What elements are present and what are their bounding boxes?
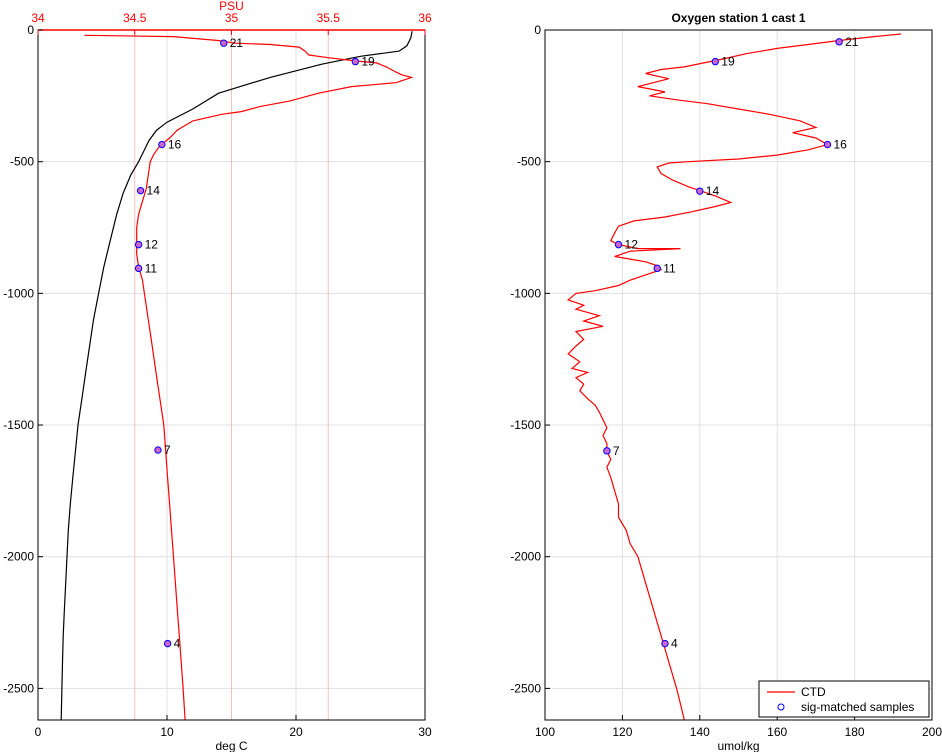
x-tick-label: 160 bbox=[767, 725, 787, 739]
sample-label: 19 bbox=[361, 55, 375, 69]
y-tick-label: -500 bbox=[10, 155, 34, 169]
x-tick-label: 0 bbox=[35, 725, 42, 739]
sample-marker bbox=[653, 264, 661, 273]
y-tick-label: -1000 bbox=[3, 286, 34, 300]
y-tick-label: -1000 bbox=[510, 286, 541, 300]
x-tick-label: 20 bbox=[289, 725, 303, 739]
sample-label: 16 bbox=[168, 138, 182, 152]
sample-label: 21 bbox=[845, 35, 859, 49]
sample-marker bbox=[661, 639, 669, 648]
chart-title: Oxygen station 1 cast 1 bbox=[671, 11, 805, 25]
sample-marker bbox=[220, 39, 228, 47]
sample-label: 11 bbox=[145, 261, 158, 275]
y-tick-label: 0 bbox=[27, 23, 34, 37]
temperature-profile-line bbox=[60, 31, 413, 721]
legend-label: sig-matched samples bbox=[801, 700, 914, 714]
psu-axis-label: PSU bbox=[219, 0, 244, 13]
sample-label: 7 bbox=[164, 443, 171, 457]
y-tick-label: -1500 bbox=[3, 418, 34, 432]
y-tick-label: -2000 bbox=[510, 550, 541, 564]
axes-frame bbox=[544, 29, 933, 721]
sample-label: 4 bbox=[174, 637, 181, 651]
psu-tick-label: 35 bbox=[225, 11, 239, 25]
sample-marker bbox=[835, 38, 843, 46]
plot-area bbox=[545, 30, 932, 720]
x-tick-label: 10 bbox=[160, 725, 174, 739]
sample-marker bbox=[154, 446, 162, 454]
sample-label: 14 bbox=[706, 184, 720, 198]
y-tick-label: -2000 bbox=[3, 550, 34, 564]
sample-marker bbox=[614, 240, 623, 249]
legend-marker-swatch bbox=[777, 703, 785, 711]
y-tick-label: 0 bbox=[534, 23, 541, 37]
sample-marker bbox=[158, 140, 166, 149]
sample-label: 14 bbox=[147, 184, 161, 198]
sample-marker bbox=[823, 140, 832, 149]
sample-label: 4 bbox=[671, 637, 678, 651]
psu-tick-label: 34 bbox=[31, 11, 45, 25]
sample-marker bbox=[134, 240, 143, 249]
x-tick-label: 30 bbox=[418, 725, 432, 739]
sample-marker bbox=[696, 187, 704, 195]
oxygen-panel: 21 19 16 14 12 11 7 4 100 120 140 160 180 200 0 -500 -10… bbox=[510, 11, 942, 752]
x-tick-label: 200 bbox=[922, 725, 942, 739]
sample-label: 12 bbox=[145, 238, 159, 252]
y-tick-label: -1500 bbox=[510, 418, 541, 432]
y-tick-label: -2500 bbox=[510, 681, 541, 695]
sample-marker bbox=[351, 57, 360, 66]
sample-label: 7 bbox=[613, 444, 620, 458]
psu-tick-label: 35.5 bbox=[317, 11, 341, 25]
x-axis-label: umol/kg bbox=[717, 739, 759, 752]
x-tick-label: 100 bbox=[535, 725, 555, 739]
sample-marker bbox=[134, 264, 143, 273]
x-axis-label: deg C bbox=[215, 739, 247, 752]
sample-marker bbox=[603, 447, 611, 455]
legend-box bbox=[758, 680, 930, 718]
temperature-salinity-panel: 21 19 16 14 12 11 7 4 0 10 20 30 0 -500 -1000 -1500 -200… bbox=[3, 0, 432, 752]
x-tick-label: 180 bbox=[845, 725, 865, 739]
y-tick-label: -500 bbox=[517, 155, 541, 169]
sample-marker bbox=[163, 639, 172, 648]
sample-marker bbox=[136, 186, 145, 195]
y-tick-label: -2500 bbox=[3, 681, 34, 695]
sample-label: 16 bbox=[834, 138, 848, 152]
x-tick-label: 140 bbox=[690, 725, 710, 739]
sample-label: 21 bbox=[230, 36, 244, 50]
sample-label: 19 bbox=[721, 55, 735, 69]
sample-label: 12 bbox=[625, 238, 639, 252]
psu-tick-label: 34.5 bbox=[123, 11, 147, 25]
psu-tick-label: 36 bbox=[418, 11, 432, 25]
sample-label: 11 bbox=[663, 261, 676, 275]
sample-marker bbox=[711, 57, 719, 66]
x-tick-label: 120 bbox=[612, 725, 632, 739]
legend-label: CTD bbox=[801, 685, 826, 699]
